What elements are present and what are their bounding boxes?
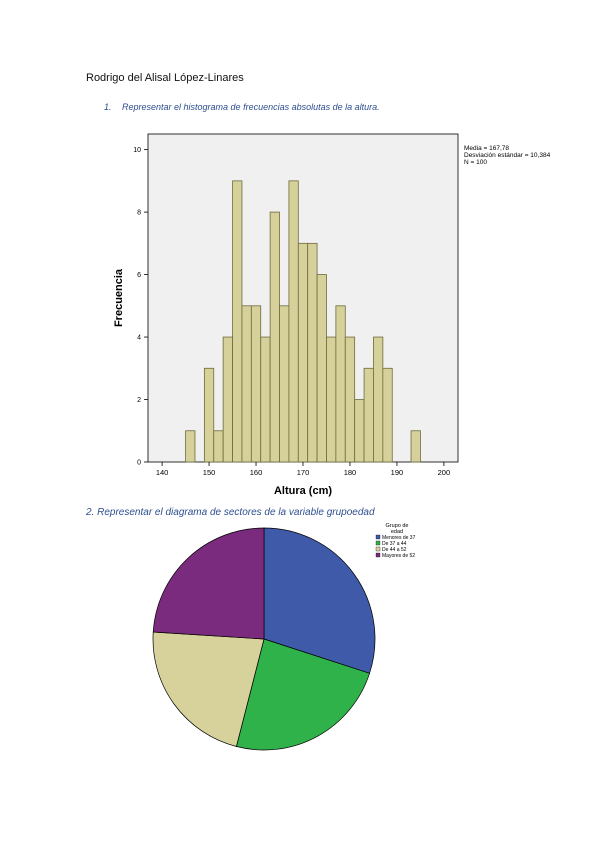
x-tick-label: 160 (250, 468, 263, 477)
y-tick-label: 0 (137, 460, 141, 467)
author-name: Rodrigo del Alisal López-Linares (86, 72, 244, 84)
question-1-number: 1. (104, 102, 112, 112)
histogram-bar (232, 180, 243, 463)
x-tick-label: 140 (156, 468, 169, 477)
histogram-bar (288, 180, 299, 463)
y-tick-label: 10 (133, 147, 141, 154)
y-tick-label: 2 (137, 397, 141, 404)
histogram-bar (250, 305, 262, 463)
stat-mean: Media = 167,78 (464, 145, 509, 152)
histogram-bar (241, 305, 252, 463)
histogram-bar (260, 336, 271, 463)
histogram-bar (354, 399, 365, 463)
histogram-bar (410, 430, 421, 463)
histogram-bar (307, 242, 318, 463)
stat-n: N = 100 (464, 159, 487, 166)
histogram-bar (297, 242, 309, 463)
x-tick-label: 180 (344, 468, 357, 477)
histogram-bar (203, 367, 215, 463)
histogram-bar (335, 305, 346, 463)
y-tick-label: 4 (137, 335, 141, 342)
histogram-bar (344, 336, 356, 463)
x-axis-label: Altura (cm) (274, 485, 332, 497)
histogram-bar (222, 336, 233, 463)
histogram-bar (382, 367, 393, 463)
x-tick-label: 190 (391, 468, 404, 477)
histogram-bar (326, 336, 337, 463)
histogram-bar (185, 430, 196, 463)
question-2: 2. Representar el diagrama de sectores d… (86, 507, 375, 518)
x-tick-label: 200 (438, 468, 451, 477)
stat-std: Desviación estándar = 10,384 (464, 152, 551, 159)
y-tick-label: 6 (137, 272, 141, 279)
histogram-bar (213, 430, 224, 463)
x-tick-label: 150 (203, 468, 216, 477)
histogram-bar (279, 305, 290, 463)
question-1: 1. Representar el histograma de frecuenci… (104, 102, 380, 112)
histogram-bar (269, 211, 280, 463)
histogram-bar (316, 274, 327, 463)
y-tick-label: 8 (137, 210, 141, 217)
histogram-stats: Media = 167,78 Desviación estándar = 10,… (464, 145, 550, 166)
question-1-text: Representar el histograma de frecuencias… (122, 102, 380, 112)
histogram-bar (373, 336, 384, 463)
y-axis-label: Frecuencia (113, 268, 125, 327)
histogram-bar (363, 367, 374, 463)
x-tick-label: 170 (297, 468, 310, 477)
